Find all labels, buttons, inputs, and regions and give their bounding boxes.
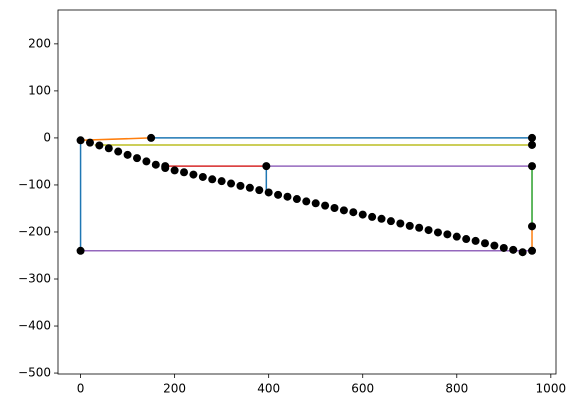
point xyxy=(377,214,386,223)
plot-area xyxy=(76,133,537,257)
point xyxy=(518,248,527,257)
point xyxy=(528,246,537,255)
point xyxy=(415,223,424,232)
y-tick-label: −200 xyxy=(18,224,51,238)
point xyxy=(490,241,499,250)
point xyxy=(443,230,452,239)
point xyxy=(283,192,292,201)
point xyxy=(330,203,339,212)
line-segment xyxy=(80,137,533,251)
point xyxy=(321,201,330,210)
point xyxy=(245,183,254,192)
point xyxy=(368,212,377,221)
y-tick-label: 200 xyxy=(28,36,51,50)
point xyxy=(76,136,85,145)
point xyxy=(528,140,537,149)
x-tick-label: 600 xyxy=(351,382,374,396)
point xyxy=(292,195,301,204)
point xyxy=(217,177,226,186)
point xyxy=(396,219,405,228)
point xyxy=(151,160,160,169)
point xyxy=(274,190,283,199)
point xyxy=(386,217,395,226)
axes-frame xyxy=(57,9,557,375)
point xyxy=(76,246,85,255)
y-tick-label: −300 xyxy=(18,272,51,286)
point xyxy=(198,172,207,181)
point xyxy=(142,157,151,166)
point xyxy=(433,228,442,237)
point xyxy=(161,162,170,171)
x-tick-label: 1000 xyxy=(536,382,567,396)
point xyxy=(452,232,461,241)
point xyxy=(528,222,537,231)
point xyxy=(189,170,198,179)
y-tick-label: 0 xyxy=(43,130,51,144)
point xyxy=(264,188,273,197)
point xyxy=(462,235,471,244)
point xyxy=(480,239,489,248)
point xyxy=(133,154,142,163)
point xyxy=(339,206,348,215)
point xyxy=(123,150,132,159)
x-tick-label: 200 xyxy=(163,382,186,396)
point xyxy=(208,175,217,184)
x-tick-label: 0 xyxy=(77,382,85,396)
y-tick-label: −400 xyxy=(18,319,51,333)
point xyxy=(424,226,433,235)
y-tick-label: −100 xyxy=(18,177,51,191)
point xyxy=(170,166,179,175)
line-segment xyxy=(80,165,533,252)
y-tick-label: −500 xyxy=(18,366,51,380)
x-tick-label: 400 xyxy=(257,382,280,396)
point xyxy=(262,162,271,171)
point xyxy=(227,179,236,188)
point xyxy=(528,162,537,171)
point xyxy=(509,245,518,254)
point xyxy=(499,243,508,252)
point xyxy=(311,199,320,208)
point xyxy=(358,210,367,219)
point xyxy=(349,208,358,217)
point xyxy=(114,147,123,156)
point xyxy=(471,236,480,245)
y-tick-label: 100 xyxy=(28,83,51,97)
point xyxy=(236,181,245,190)
point xyxy=(95,141,104,150)
x-tick-label: 800 xyxy=(445,382,468,396)
point xyxy=(104,144,113,153)
point xyxy=(302,197,311,206)
point xyxy=(180,168,189,177)
point xyxy=(85,138,94,147)
point xyxy=(147,133,156,142)
point xyxy=(528,133,537,142)
point xyxy=(405,221,414,230)
line-segment xyxy=(79,137,533,251)
point xyxy=(255,186,264,195)
